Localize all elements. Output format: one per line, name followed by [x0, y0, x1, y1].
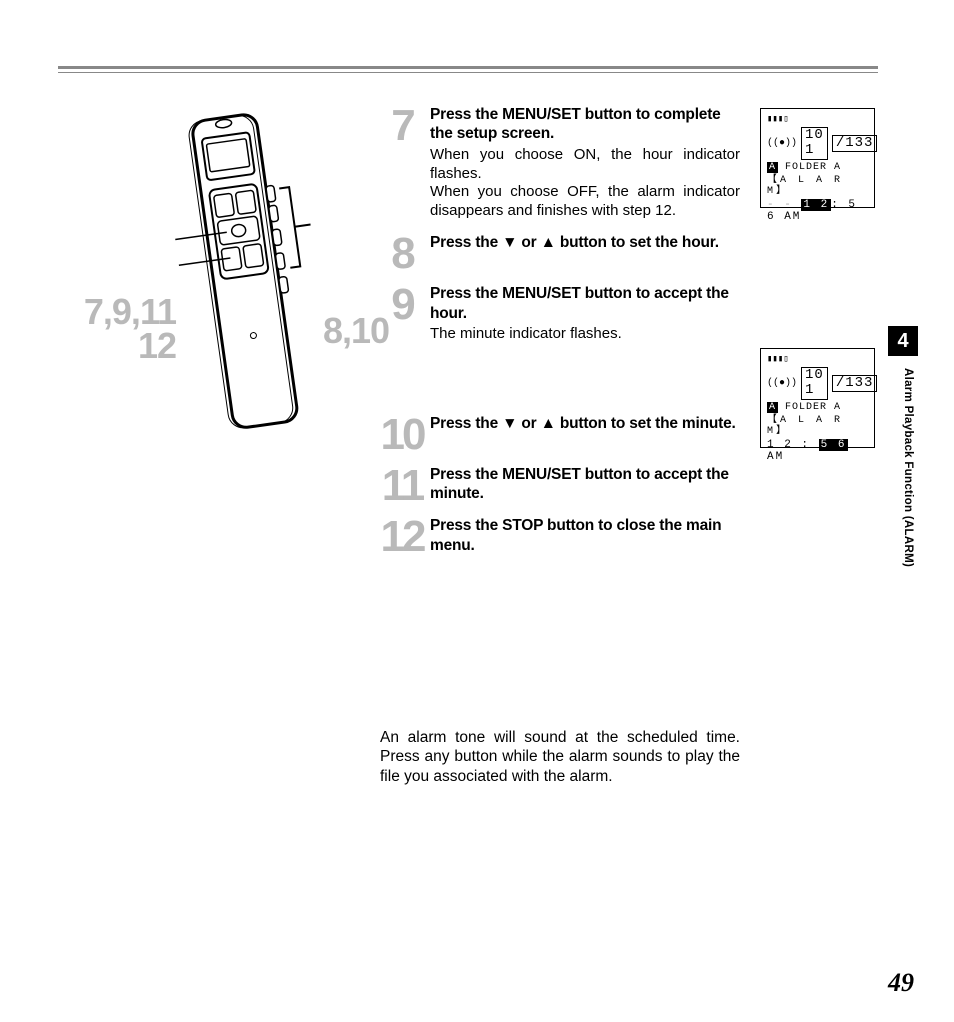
manual-page: 7,9,11 12 8,10	[0, 0, 954, 1022]
page-number: 49	[888, 968, 914, 998]
top-rule-thick	[58, 66, 878, 69]
time-display-1: - - 1 2: 5 6 AM	[767, 199, 868, 223]
folder-label: FOLDER A	[785, 162, 841, 173]
file-total: /133	[832, 135, 878, 152]
step-12: 12Press the STOP button to close the mai…	[380, 516, 740, 555]
speaker-icon: ((●))	[767, 378, 797, 389]
step-number: 8	[380, 233, 424, 272]
flash-rays-icon: - -	[767, 199, 793, 211]
step-body: Press the MENU/SET button to complete th…	[424, 105, 740, 221]
battery-icon: ▮▮▮▯	[767, 355, 868, 365]
step-number: 12	[380, 516, 424, 555]
step-body: Press the ▼ or ▲ button to set the hour.	[424, 233, 740, 272]
folder-letter: A	[767, 402, 778, 413]
side-label: Alarm Playback Function (ALARM)	[902, 368, 914, 567]
step-heading: Press the ▼ or ▲ button to set the minut…	[430, 414, 740, 433]
step-body: Press the STOP button to close the main …	[424, 516, 740, 555]
chapter-tab: 4	[888, 326, 918, 356]
hour-value: 1 2	[801, 199, 831, 211]
step-heading: Press the MENU/SET button to accept the …	[430, 284, 740, 323]
battery-icon: ▮▮▮▯	[767, 115, 868, 125]
time-pre: 1 2 :	[767, 439, 810, 451]
step-number: 9	[380, 284, 424, 344]
folder-label: FOLDER A	[785, 402, 841, 413]
step-body: Press the MENU/SET button to accept the …	[424, 465, 740, 504]
device-illustration-area: 7,9,11 12 8,10	[58, 105, 378, 455]
minute-value: 5 6	[819, 439, 849, 451]
lcd-screen-2: ▮▮▮▯ ((●)) 10 1 /133 A FOLDER A 【A L A R…	[760, 348, 875, 448]
step-number: 7	[380, 105, 424, 221]
file-number: 10 1	[801, 367, 828, 400]
alarm-label: 【A L A R M】	[767, 415, 868, 437]
step-body: Press the ▼ or ▲ button to set the minut…	[424, 414, 740, 453]
step-description: The minute indicator flashes.	[430, 325, 740, 344]
step-heading: Press the MENU/SET button to accept the …	[430, 465, 740, 504]
voice-recorder-illustration	[173, 105, 333, 445]
step-9: 9Press the MENU/SET button to accept the…	[380, 284, 740, 344]
steps-column: 7Press the MENU/SET button to complete t…	[380, 105, 740, 568]
step-11: 11Press the MENU/SET button to accept th…	[380, 465, 740, 504]
bottom-note: An alarm tone will sound at the schedule…	[380, 728, 740, 786]
lcd-screen-1: ▮▮▮▯ ((●)) 10 1 /133 A FOLDER A 【A L A R…	[760, 108, 875, 208]
callout-left-line2: 12	[138, 325, 176, 366]
alarm-label: 【A L A R M】	[767, 175, 868, 197]
step-heading: Press the STOP button to close the main …	[430, 516, 740, 555]
callout-left: 7,9,11 12	[58, 295, 176, 363]
step-7: 7Press the MENU/SET button to complete t…	[380, 105, 740, 221]
time-post: AM	[767, 451, 784, 463]
step-description: When you choose ON, the hour indicator f…	[430, 146, 740, 221]
step-number: 10	[380, 414, 424, 453]
step-heading: Press the MENU/SET button to complete th…	[430, 105, 740, 144]
folder-letter: A	[767, 162, 778, 173]
step-10: 10 Press the ▼ or ▲ button to set the min…	[380, 414, 740, 453]
file-total: /133	[832, 375, 878, 392]
step-number: 11	[380, 465, 424, 504]
top-rule-thin	[58, 72, 878, 73]
step-8: 8 Press the ▼ or ▲ button to set the hour…	[380, 233, 740, 272]
file-number: 10 1	[801, 127, 828, 160]
step-body: Press the MENU/SET button to accept the …	[424, 284, 740, 344]
time-display-2: 1 2 : 5 6 AM	[767, 439, 868, 463]
step-heading: Press the ▼ or ▲ button to set the hour.	[430, 233, 740, 252]
speaker-icon: ((●))	[767, 138, 797, 149]
